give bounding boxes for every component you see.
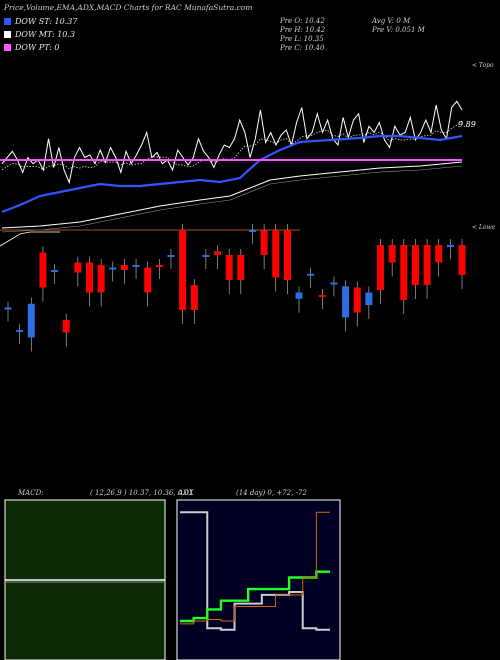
short-ma-line — [1, 121, 463, 171]
candle-body — [132, 265, 140, 267]
candle-body — [330, 282, 338, 285]
adx-label: ADX — [178, 489, 194, 497]
chart-title: Price,Volume,EMA,ADX,MACD Charts for RAC… — [4, 3, 253, 12]
adx-line — [180, 511, 330, 631]
candle-body — [411, 245, 419, 285]
prev-high: Pre H: 10.42 — [280, 26, 326, 34]
candle-body — [16, 330, 24, 332]
candle-body — [423, 245, 431, 285]
dow-mt-swatch — [4, 31, 11, 38]
adx-params: (14 day) 0, +72, -72 — [236, 489, 307, 497]
price-line — [1, 100, 463, 185]
candle-body — [342, 286, 350, 318]
candle-body — [248, 230, 256, 232]
dow-st-line — [1, 134, 463, 214]
candle-body — [62, 320, 70, 333]
minus-di-line — [180, 511, 330, 625]
prev-low: Pre L: 10.35 — [280, 35, 324, 43]
avg-volume: Avg V: 0 M — [372, 17, 411, 25]
candle-body — [458, 245, 466, 275]
candle-body — [260, 230, 268, 255]
trend-line — [0, 231, 60, 247]
candle-body — [179, 230, 187, 310]
macd-label: MACD: — [18, 489, 44, 497]
candle-body — [202, 255, 210, 257]
candle-body — [365, 292, 373, 305]
legend-dow-mt: DOW MT: 10.3 — [4, 30, 75, 39]
candle-body — [307, 273, 315, 276]
price-chart — [0, 100, 466, 352]
dow-st-swatch — [4, 18, 11, 25]
dow-mt-label: DOW MT: 10.3 — [15, 30, 76, 39]
dow-pt-swatch — [4, 44, 11, 51]
label-topo: < Topo — [472, 62, 494, 69]
candle-body — [283, 230, 291, 280]
candle-body — [388, 245, 396, 263]
candle-body — [144, 267, 152, 293]
candle-body — [435, 245, 443, 263]
candle-body — [109, 267, 117, 270]
adx-background — [176, 499, 341, 660]
candle-body — [167, 255, 175, 257]
candle-body — [225, 255, 233, 280]
label-lower: < Lowe — [472, 224, 496, 231]
dow-st-label: DOW ST: 10.37 — [15, 17, 78, 26]
dow-pt-label: DOW PT: 0 — [15, 43, 60, 52]
candle-body — [4, 307, 12, 310]
candle-body — [214, 251, 222, 255]
candle-body — [400, 245, 408, 300]
candle-body — [51, 270, 59, 272]
candle-body — [155, 265, 163, 267]
candle-body — [446, 245, 454, 247]
candle-body — [85, 262, 93, 293]
dow-mt-line — [1, 161, 463, 229]
candle-body — [237, 255, 245, 280]
candle-body — [318, 295, 326, 297]
candle-body — [74, 262, 82, 273]
candle-body — [353, 287, 361, 313]
candle-body — [39, 252, 47, 288]
prev-open: Pre O: 10.42 — [280, 17, 325, 25]
prev-close: Pre C: 10.40 — [280, 44, 325, 52]
price-tag: 9.89 — [458, 120, 476, 129]
prev-volume: Pre V: 0.051 M — [372, 26, 425, 34]
candle-body — [97, 265, 105, 293]
long-ma-line — [1, 165, 463, 233]
macd-params: ( 12,26,9 ) 10.37, 10.36, 0.01 — [90, 489, 194, 497]
legend-dow-pt: DOW PT: 0 — [4, 43, 60, 52]
candle-body — [120, 265, 128, 270]
candle-body — [27, 303, 35, 338]
legend-dow-st: DOW ST: 10.37 — [4, 17, 77, 26]
candle-body — [295, 292, 303, 299]
candle-body — [272, 230, 280, 278]
candle-body — [377, 245, 385, 290]
candle-body — [190, 285, 198, 310]
